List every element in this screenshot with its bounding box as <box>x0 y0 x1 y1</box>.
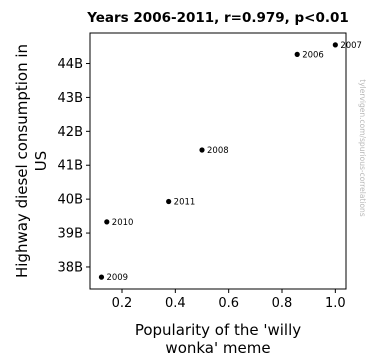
data-point-label: 2007 <box>340 41 362 51</box>
x-axis-label-line-2: wonka' meme <box>165 339 270 356</box>
data-point <box>332 42 338 48</box>
data-point <box>98 274 105 280</box>
data-points: 2006 2007 2008 2009 2010 2011 <box>98 41 362 283</box>
data-point <box>166 198 172 205</box>
data-point <box>104 219 110 225</box>
x-tick-label: 0.2 <box>112 296 133 311</box>
plot-area <box>89 32 347 290</box>
x-tick-label: 0.6 <box>218 296 239 311</box>
y-tick-label: 39B <box>58 227 83 242</box>
x-tick-label: 0.4 <box>165 296 186 311</box>
x-axis-label-line-1: Popularity of the 'willy <box>135 321 301 339</box>
data-point-label: 2006 <box>302 50 324 60</box>
data-point <box>294 51 300 57</box>
y-axis-label-line-1: Highway diesel consumption in <box>13 44 31 278</box>
x-axis-ticks: 0.2 0.4 0.6 0.8 1.0 <box>112 289 346 311</box>
data-point-label: 2009 <box>106 273 128 283</box>
y-tick-label: 43B <box>58 91 83 106</box>
y-axis-ticks: 38B 39B 40B 41B 42B 43B 44B <box>58 57 90 275</box>
data-point <box>199 147 205 153</box>
chart-title: Years 2006-2011, r=0.979, p<0.01 <box>86 10 349 26</box>
data-point-label: 2010 <box>112 218 134 228</box>
data-point-label: 2008 <box>207 146 229 156</box>
y-tick-label: 44B <box>58 57 83 72</box>
y-tick-label: 41B <box>58 159 83 174</box>
x-tick-label: 1.0 <box>325 296 346 311</box>
data-point-label: 2011 <box>174 198 196 208</box>
y-axis-label-line-2: US <box>32 151 50 172</box>
y-tick-label: 42B <box>58 125 83 140</box>
credit-watermark: tylervigen.com/spurious-correlations <box>358 79 367 217</box>
y-tick-label: 38B <box>58 260 83 275</box>
x-tick-label: 0.8 <box>272 296 293 311</box>
y-tick-label: 40B <box>58 193 83 208</box>
